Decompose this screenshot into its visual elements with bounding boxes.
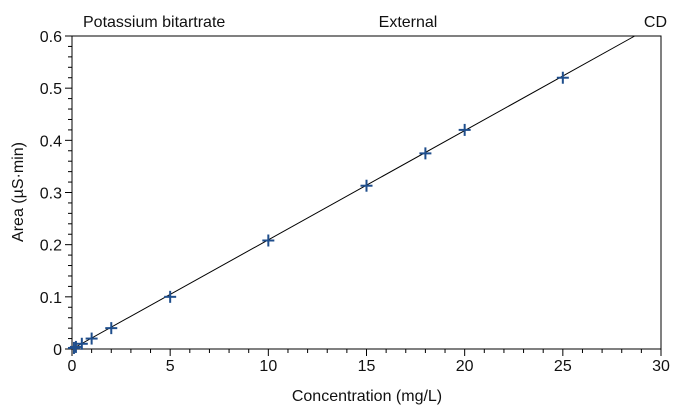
header-left-label: Potassium bitartrate xyxy=(83,14,225,31)
y-tick-label: 0.1 xyxy=(40,290,62,307)
y-tick-label: 0.2 xyxy=(40,238,62,255)
x-tick-label: 25 xyxy=(554,358,572,375)
plot-frame xyxy=(71,35,662,350)
x-axis-label: Concentration (mg/L) xyxy=(292,388,442,405)
data-point xyxy=(262,234,275,247)
header-right-label: CD xyxy=(644,14,667,31)
x-tick-label: 30 xyxy=(652,358,670,375)
x-tick-label: 20 xyxy=(456,358,474,375)
data-points-group xyxy=(67,71,569,354)
x-tick-label: 10 xyxy=(259,358,277,375)
data-point xyxy=(458,123,471,136)
data-point xyxy=(75,337,88,350)
x-tick-label: 0 xyxy=(68,358,77,375)
data-point xyxy=(85,332,98,345)
y-tick-label: 0.3 xyxy=(40,186,62,203)
data-point xyxy=(67,341,80,354)
y-tick-label: 0.4 xyxy=(40,133,62,150)
x-tick-label: 15 xyxy=(358,358,376,375)
data-point xyxy=(556,71,569,84)
y-tick-label: 0.6 xyxy=(40,29,62,46)
header-center-label: External xyxy=(379,14,438,31)
data-point xyxy=(164,290,177,303)
data-point xyxy=(105,322,118,335)
fit-line-group xyxy=(71,35,635,350)
data-point xyxy=(360,179,373,192)
x-tick-label: 5 xyxy=(166,358,175,375)
y-axis-label: Area (µS·min) xyxy=(10,142,27,242)
y-tick-label: 0 xyxy=(53,342,62,359)
data-point xyxy=(419,147,432,160)
y-tick-label: 0.5 xyxy=(40,81,62,98)
fit-line xyxy=(71,35,635,350)
axes-group: 0 5 10 15 20 25 30 0 0.1 0.2 0.3 0.4 0.5 0.6 xyxy=(40,29,670,375)
